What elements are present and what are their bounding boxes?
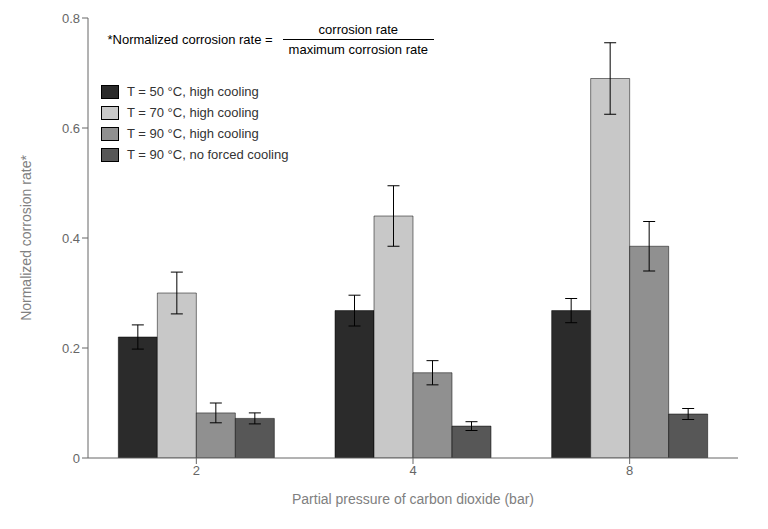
svg-text:2: 2 — [193, 463, 200, 478]
svg-text:0: 0 — [73, 451, 80, 466]
html-text:T = 70 °C, high cooling: T = 70 °C, high cooling — [127, 105, 259, 120]
svg-text:0.4: 0.4 — [62, 231, 80, 246]
html-text:corrosion rate: corrosion rate — [318, 22, 399, 37]
html-text:maximum corrosion rate: maximum corrosion rate — [288, 42, 428, 57]
svg-text:0.8: 0.8 — [62, 11, 80, 26]
svg-text:Partial pressure of carbon dio: Partial pressure of carbon dioxide (bar) — [292, 491, 534, 507]
html-text:*Normalized corrosion rate =: *Normalized corrosion rate = — [107, 32, 273, 47]
svg-text:0.6: 0.6 — [62, 121, 80, 136]
html-text:T = 90 °C, no forced cooling: T = 90 °C, no forced cooling — [127, 147, 289, 162]
svg-text:Normalized corrosion rate*: Normalized corrosion rate* — [18, 155, 34, 321]
svg-text:4: 4 — [409, 463, 416, 478]
html-text:T = 90 °C, high cooling: T = 90 °C, high cooling — [127, 126, 259, 141]
svg-text:8: 8 — [626, 463, 633, 478]
svg-text:0.2: 0.2 — [62, 341, 80, 356]
html-text:T = 50 °C, high cooling: T = 50 °C, high cooling — [127, 84, 259, 99]
